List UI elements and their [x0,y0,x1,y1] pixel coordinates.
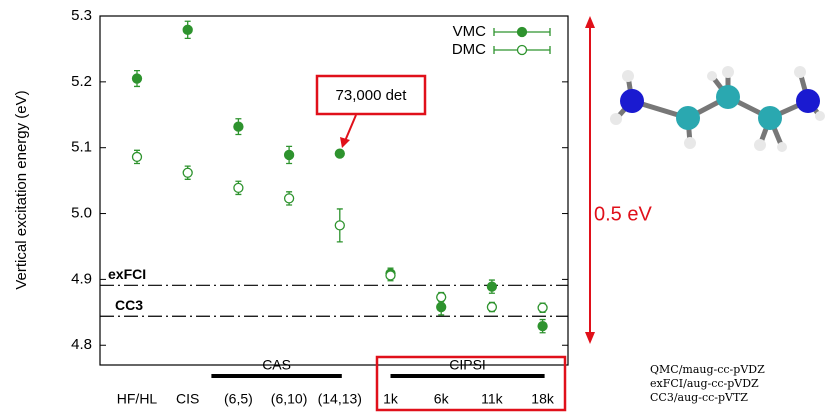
data-point [133,152,142,161]
data-point [487,282,496,291]
y-tick-label: 5.1 [71,139,92,156]
note: CC3/aug-cc-pVTZ [650,391,748,404]
x-tick-label: 1k [383,391,399,407]
x-tick-label: 11k [481,391,504,407]
range-arrowhead [585,332,595,344]
molecule [616,72,820,147]
y-tick-label: 4.8 [71,336,92,353]
annotation: 73,000 det [336,87,408,104]
data-point [183,25,192,34]
data-point [437,293,446,302]
chart: Vertical excitation energy (eV) 73,000 d… [0,0,825,412]
x-tick-label: HF/HL [117,391,158,407]
group-label: CAS [262,357,291,373]
y-tick-label: 5.3 [71,7,92,24]
annotation-arrowhead [340,137,350,148]
y-tick-label: 5.0 [71,205,92,222]
data-point [285,150,294,159]
plot-frame [100,16,568,365]
annotation-arrow [345,115,356,141]
y-tick-label: 4.9 [71,270,92,287]
data-point [234,183,243,192]
y-axis-label: Vertical excitation energy (eV) [13,90,30,289]
x-tick-label: 18k [531,391,555,407]
legend-marker [518,46,527,55]
note: exFCI/aug-cc-pVDZ [650,377,759,390]
x-tick-label: (6,10) [271,391,308,407]
data-point [285,194,294,203]
data-point [487,303,496,312]
data-point [538,322,547,331]
data-point [335,221,344,230]
data-point [183,168,192,177]
y-tick-label: 5.2 [71,73,92,90]
x-tick-label: CIS [176,391,199,407]
note: QMC/maug-cc-pVDZ [650,363,765,376]
data-point [437,303,446,312]
data-point [133,74,142,83]
legend-marker [518,28,527,37]
range-arrowhead [585,16,595,28]
group-label: CIPSI [449,357,486,373]
data-point [234,122,243,131]
legend-label: DMC [452,41,486,58]
x-tick-label: (14,13) [318,391,362,407]
range-label: 0.5 eV [594,203,652,225]
reference-label: exFCI [108,266,146,282]
reference-label: CC3 [115,297,143,313]
data-point [335,149,344,158]
data-point [386,271,395,280]
x-tick-label: 6k [434,391,450,407]
x-tick-label: (6,5) [224,391,253,407]
data-point [538,303,547,312]
page: Vertical excitation energy (eV) 73,000 d… [0,0,825,412]
legend-label: VMC [453,23,487,40]
